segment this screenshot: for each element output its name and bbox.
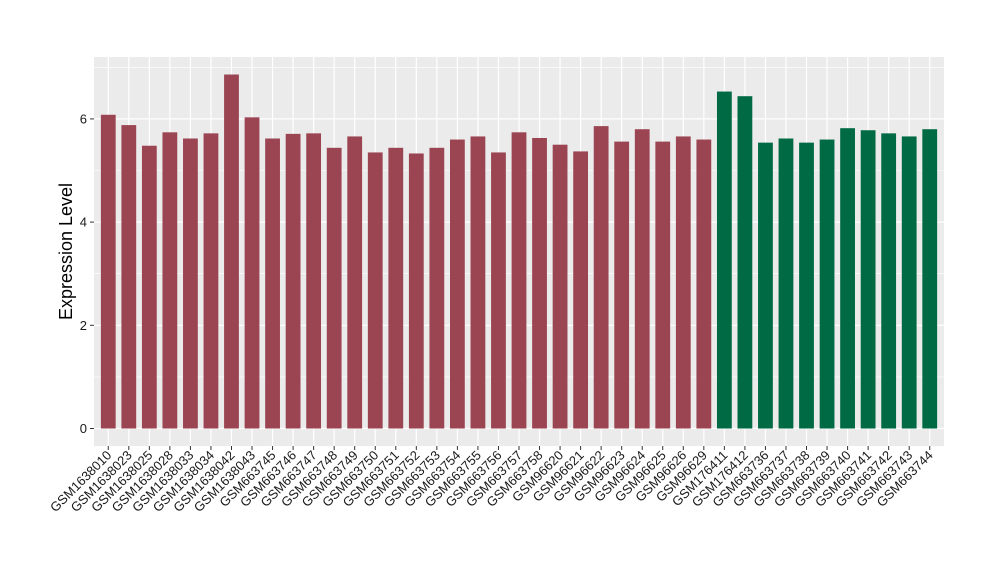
bar-GSM663752 (408, 153, 424, 429)
bar-GSM663746 (285, 133, 301, 429)
y-axis: 0 2 4 6 (80, 111, 94, 436)
bar-GSM1638028 (162, 132, 178, 429)
y-tick-label: 4 (80, 215, 87, 230)
bar-GSM663755 (470, 136, 486, 429)
bar-GSM663757 (511, 132, 527, 429)
bar-GSM1638033 (183, 138, 198, 429)
bar-GSM663758 (532, 137, 547, 429)
x-axis: GSM1638010GSM1638023GSM1638025GSM1638028… (47, 446, 936, 515)
bar-GSM663739 (819, 139, 835, 429)
bar-GSM1638042 (224, 74, 239, 429)
bar-GSM96622 (593, 126, 609, 429)
bar-GSM1638034 (203, 133, 219, 429)
bar-GSM96620 (552, 144, 568, 429)
y-axis-title: Expression Level (56, 183, 76, 320)
bar-GSM96625 (655, 141, 671, 429)
bar-GSM96623 (614, 141, 630, 429)
bar-GSM663754 (450, 139, 465, 429)
bar-GSM1638010 (100, 114, 116, 429)
bar-GSM1638023 (121, 125, 137, 429)
bar-GSM663737 (778, 138, 794, 429)
bar-GSM96624 (634, 129, 650, 429)
bar-GSM176411 (716, 91, 732, 429)
bars (100, 74, 938, 429)
bar-GSM663751 (388, 147, 404, 429)
bar-GSM663748 (326, 147, 342, 429)
bar-GSM663753 (429, 147, 445, 429)
bar-GSM663741 (860, 130, 876, 429)
bar-GSM663743 (901, 136, 917, 429)
bar-GSM663742 (881, 133, 897, 429)
bar-GSM176412 (737, 96, 753, 429)
bar-GSM663750 (367, 152, 383, 429)
bar-GSM663744 (922, 129, 938, 429)
bar-GSM663738 (799, 142, 814, 429)
bar-GSM663736 (758, 142, 773, 429)
bar-GSM663749 (347, 136, 363, 429)
bar-GSM663740 (840, 128, 855, 429)
bar-GSM1638043 (244, 117, 260, 429)
bar-GSM663747 (306, 133, 322, 429)
bar-GSM663745 (265, 138, 280, 429)
bar-GSM663756 (491, 152, 506, 429)
y-tick-label: 2 (80, 318, 87, 333)
y-tick-label: 6 (80, 111, 87, 126)
bar-GSM96629 (696, 139, 712, 429)
bar-GSM1638025 (141, 145, 157, 429)
y-tick-label: 0 (80, 421, 87, 436)
bar-GSM96621 (573, 151, 589, 429)
bar-GSM96626 (675, 136, 691, 429)
